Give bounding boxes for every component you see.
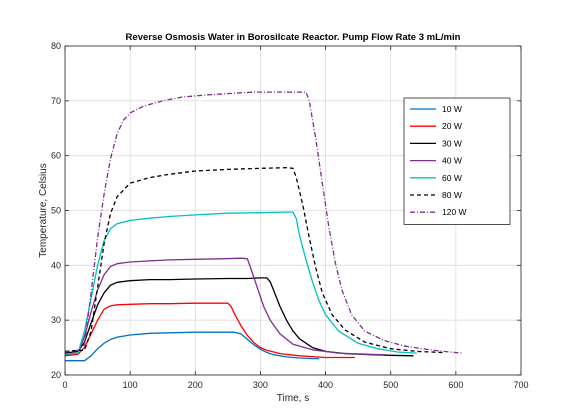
y-tick-label: 50 <box>51 206 61 216</box>
legend-label: 80 W <box>442 190 462 200</box>
y-tick-label: 20 <box>51 370 61 380</box>
x-tick-label: 100 <box>123 380 138 390</box>
x-tick-label: 200 <box>188 380 203 390</box>
legend-label: 60 W <box>442 173 462 183</box>
series-line-20-w <box>64 302 355 359</box>
series-line-120-w <box>64 91 463 354</box>
y-axis-label: Temperature, Celsius <box>38 163 49 257</box>
x-tick-label: 300 <box>253 380 268 390</box>
legend-label: 10 W <box>442 104 462 114</box>
series-line-40-w <box>64 257 385 356</box>
legend: 10 W 20 W 30 W 40 W 60 W 80 W 120 W <box>403 97 511 225</box>
legend-label: 30 W <box>442 138 462 148</box>
x-axis-label: Time, s <box>277 393 309 404</box>
series-line-60-w <box>64 211 417 355</box>
y-tick-label: 60 <box>51 151 61 161</box>
tick-marks <box>64 45 522 376</box>
y-tick-label: 30 <box>51 315 61 325</box>
series-lines <box>64 91 463 362</box>
x-tick-label: 600 <box>448 380 463 390</box>
y-tick-label: 70 <box>51 96 61 106</box>
legend-label: 40 W <box>442 156 462 166</box>
y-tick-label: 80 <box>51 41 61 51</box>
series-line-80-w <box>64 167 443 354</box>
chart-title: Reverse Osmosis Water in Borosilcate Rea… <box>126 32 461 43</box>
x-tick-label: 500 <box>383 380 398 390</box>
legend-label: 20 W <box>442 121 462 131</box>
x-tick-label: 700 <box>513 380 528 390</box>
x-tick-label: 0 <box>62 380 67 390</box>
x-tick-label: 400 <box>318 380 333 390</box>
tick-labels: 0 100 200 300 400 500 600 700 20 30 40 50 60 70 80 <box>51 41 529 390</box>
legend-label: 120 W <box>442 207 467 217</box>
series-line-10-w <box>65 331 320 362</box>
y-tick-label: 40 <box>51 260 61 270</box>
